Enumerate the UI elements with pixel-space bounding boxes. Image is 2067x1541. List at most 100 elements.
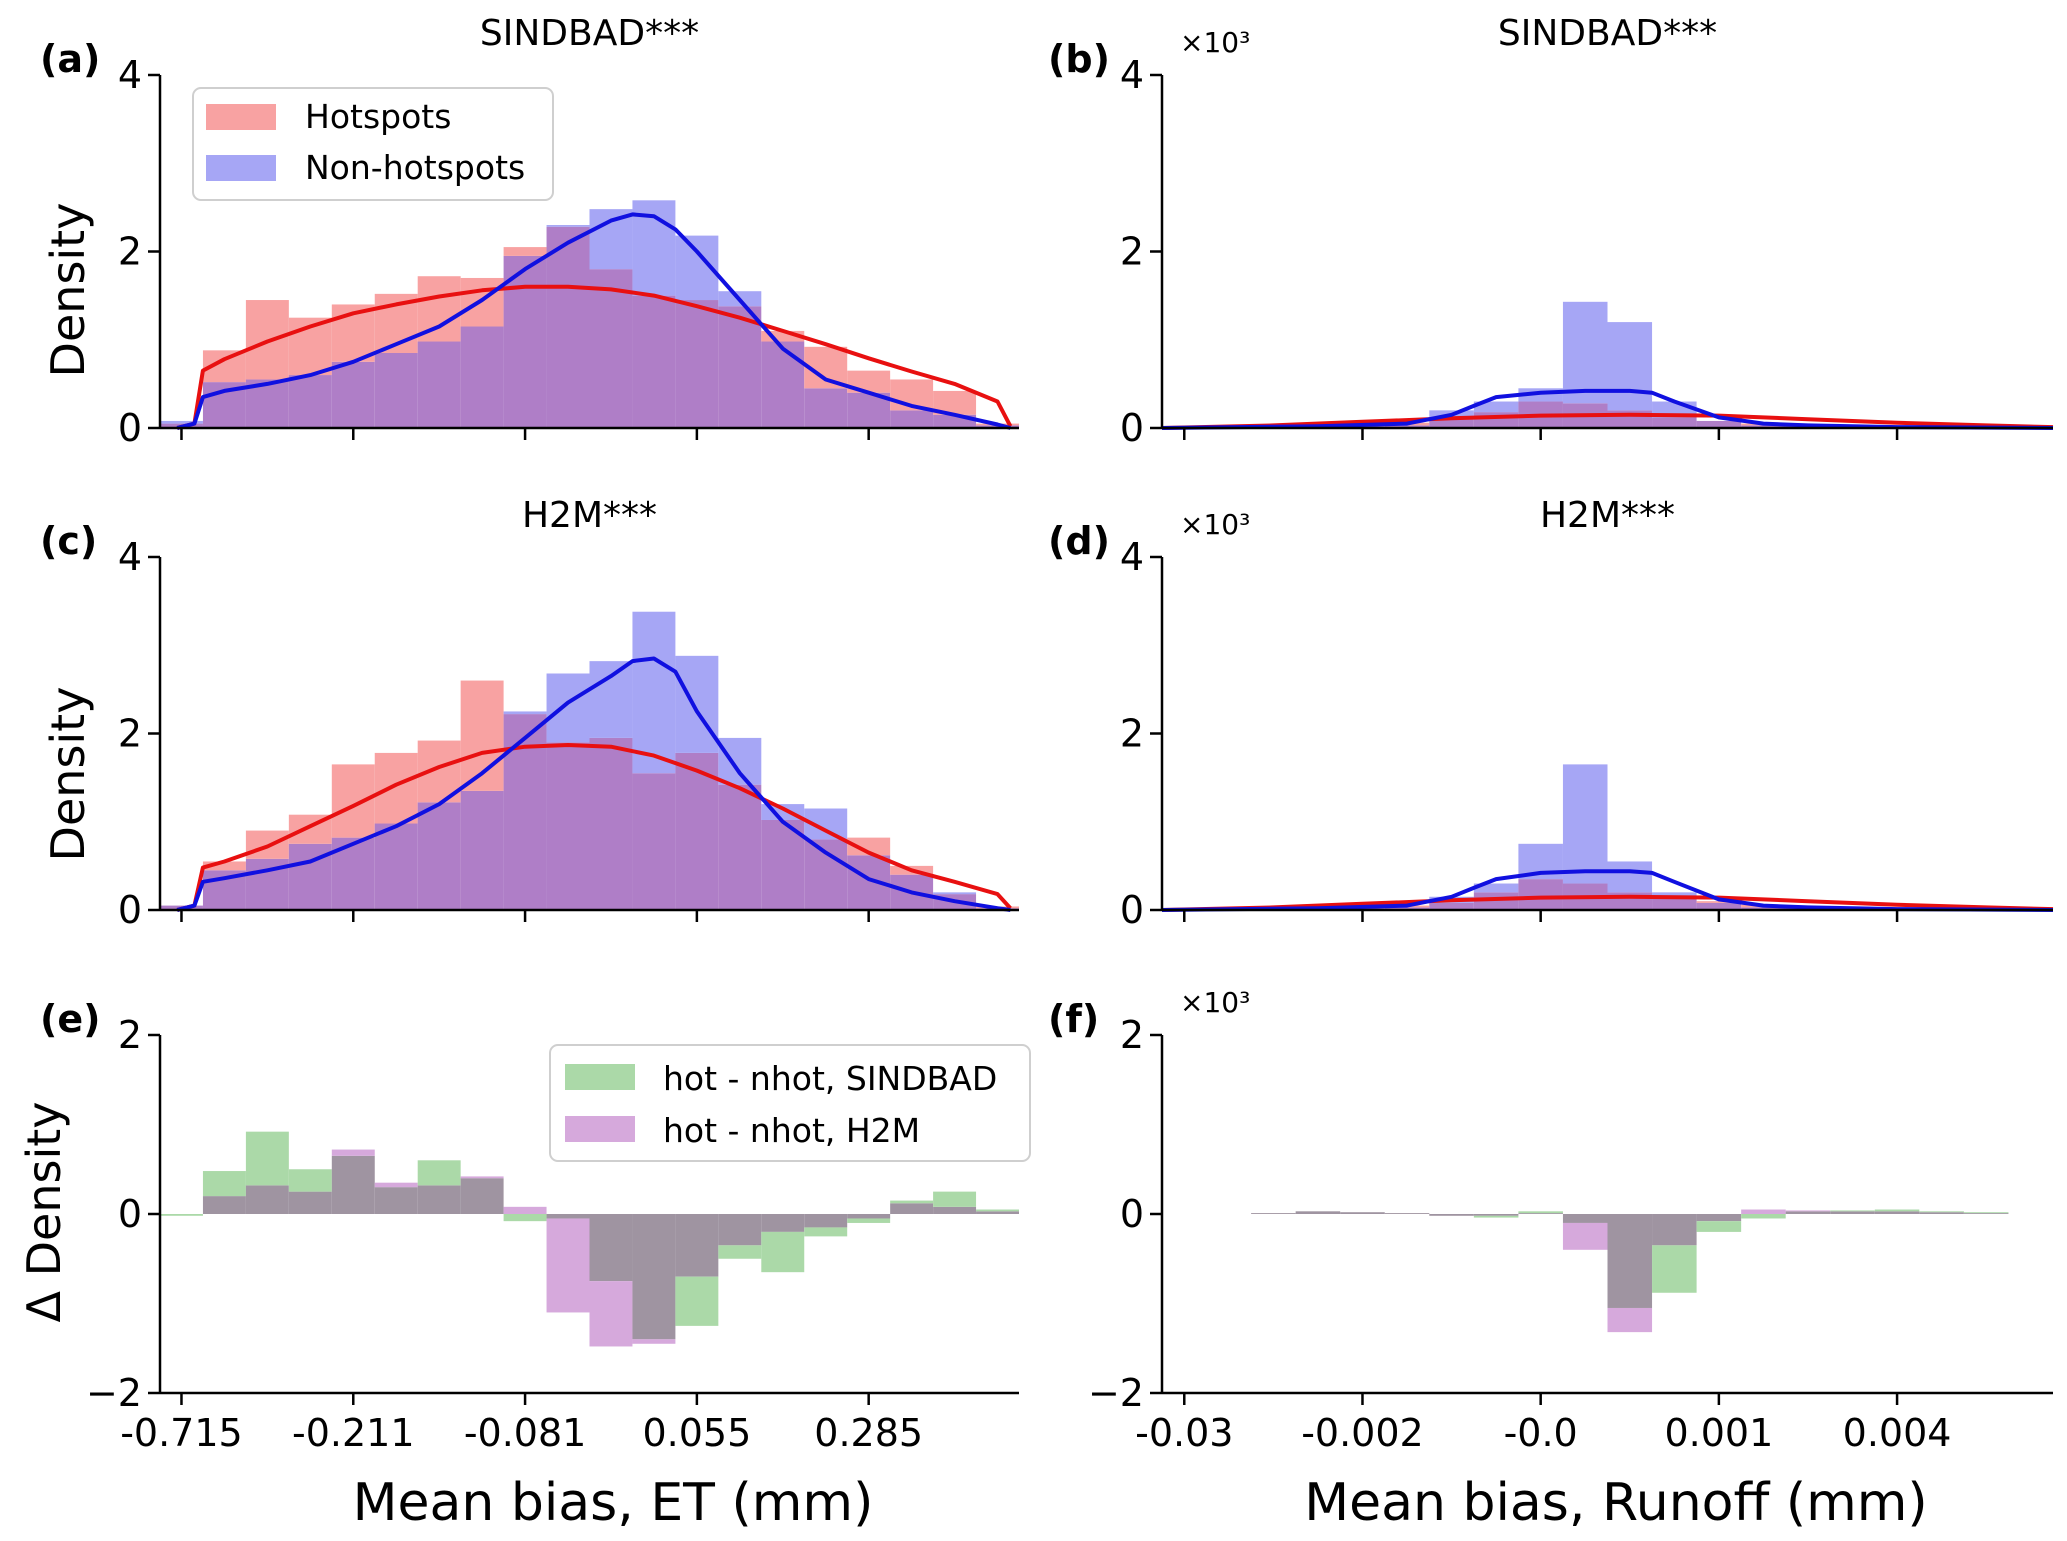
h2m-diff-bar xyxy=(331,1149,375,1156)
sindbad-diff-bar xyxy=(503,1214,547,1222)
overlap-bar xyxy=(589,269,633,428)
x-tick-label: -0.03 xyxy=(1135,1411,1233,1455)
nonhotspots-bar xyxy=(1473,401,1519,413)
sindbad-diff-bar xyxy=(288,1169,332,1192)
panel-title: SINDBAD*** xyxy=(480,13,699,54)
x-tick-label: -0.715 xyxy=(120,1411,243,1455)
nonhotspots-kde-line xyxy=(1161,388,2054,430)
y-tick-label: −2 xyxy=(1088,1371,1144,1415)
h2m-diff-bar xyxy=(632,1339,676,1344)
bars-b xyxy=(1162,301,2053,428)
ylabel-e: Δ Density xyxy=(17,1102,71,1323)
sindbad-diff-bar xyxy=(847,1218,891,1223)
panel-d: 0 2 4(d) H2M*** ×10³ xyxy=(1048,495,2054,932)
overlap-diff-bar xyxy=(1696,1214,1742,1222)
h2m-diff-bar xyxy=(1741,1209,1786,1214)
legend-swatch-hotspots xyxy=(206,104,276,130)
hotspots-bar xyxy=(1696,901,1742,903)
y-tick-label: 2 xyxy=(118,712,142,756)
x-tick-label: -0.0 xyxy=(1504,1411,1578,1455)
overlap-bar xyxy=(632,295,676,428)
sindbad-diff-bar xyxy=(1830,1210,1875,1212)
nonhotspots-bar xyxy=(503,711,547,715)
hotspots-kde-line xyxy=(176,743,1012,912)
overlap-bar xyxy=(331,361,375,428)
overlap-bar xyxy=(632,773,676,910)
h2m-diff-bar xyxy=(503,1206,547,1214)
panel-letter: (c) xyxy=(40,519,97,563)
sindbad-diff-bar xyxy=(1652,1245,1697,1293)
overlap-diff-bar xyxy=(933,1206,977,1214)
overlap-diff-bar xyxy=(890,1203,934,1214)
y-tick-label: 0 xyxy=(1120,888,1144,932)
sindbad-diff-bar xyxy=(1874,1209,1920,1212)
hotspots-bar xyxy=(331,764,375,838)
overlays: Density Density Δ Density Mean bias, ET … xyxy=(17,203,1928,1533)
hotspots-bar xyxy=(761,330,805,342)
nonhotspots-bar xyxy=(1473,883,1519,893)
axis-multiplier: ×10³ xyxy=(1180,26,1250,59)
hotspots-bar xyxy=(503,247,547,256)
sindbad-diff-bar xyxy=(417,1160,461,1186)
sindbad-diff-bar xyxy=(675,1276,719,1326)
overlap-bar xyxy=(1696,420,1742,428)
hotspots-kde-line xyxy=(1161,894,2054,912)
hotspots-bar xyxy=(202,861,246,871)
overlap-diff-bar xyxy=(1384,1213,1430,1214)
overlap-bar xyxy=(546,226,590,428)
panel-letter: (d) xyxy=(1048,519,1110,563)
panels: 024(a)SINDBAD***HotspotsNon-hotspots024(… xyxy=(40,13,2054,1455)
nonhotspots-bar xyxy=(632,611,676,774)
overlap-bar xyxy=(718,306,762,428)
overlap-bar xyxy=(976,425,1019,428)
sindbad-diff-bar xyxy=(718,1245,762,1259)
panel-letter: (a) xyxy=(40,37,100,81)
nonhotspots-bar xyxy=(675,655,719,753)
y-tick-label: 4 xyxy=(118,535,142,579)
overlap-diff-bar xyxy=(288,1191,332,1214)
sindbad-diff-bar xyxy=(761,1231,805,1273)
overlap-bar xyxy=(761,819,805,910)
sindbad-diff-bar xyxy=(976,1209,1019,1212)
sindbad-diff-bar xyxy=(1963,1212,2009,1214)
overlap-bar xyxy=(460,326,504,428)
panel-a: 0 2 4 (a) SINDBAD*** Hotspots Non-hotspots xyxy=(40,13,1019,450)
y-tick-label: 2 xyxy=(1120,1013,1144,1057)
nonhotspots-bar xyxy=(933,892,977,895)
overlap-diff-bar xyxy=(374,1187,418,1214)
sindbad-diff-bar xyxy=(1518,1211,1563,1214)
overlap-bar xyxy=(460,790,504,910)
nonhotspots-bar xyxy=(1562,764,1608,884)
legend-swatch-h2m xyxy=(565,1116,635,1142)
overlap-bar xyxy=(1741,907,1786,910)
panel-f: −2 0 2 -0.03 -0.002 -0.0 0.001 0.004 (f) ×10³ xyxy=(1048,986,2053,1455)
xlabel-runoff: Mean bias, Runoff (mm) xyxy=(1304,1473,1927,1533)
overlap-bar xyxy=(374,352,418,428)
sindbad-diff-bar xyxy=(890,1200,934,1204)
overlap-diff-bar xyxy=(761,1214,805,1232)
overlap-diff-bar xyxy=(1251,1213,1296,1214)
overlap-bar xyxy=(804,388,848,428)
y-tick-label: 2 xyxy=(118,1013,142,1057)
panel-b: 0 2 4(b) SINDBAD*** ×10³ xyxy=(1048,13,2054,450)
x-tick-label: -0.211 xyxy=(292,1411,415,1455)
hotspots-bar xyxy=(374,752,418,824)
overlap-diff-bar xyxy=(1785,1211,1831,1214)
xlabel-et: Mean bias, ET (mm) xyxy=(353,1473,874,1533)
nonhotspots-bar xyxy=(1607,861,1653,893)
panel-letter: (b) xyxy=(1048,37,1110,81)
overlap-diff-bar xyxy=(1830,1211,1875,1214)
y-tick-label: 2 xyxy=(1120,230,1144,274)
nonhotspots-bar xyxy=(160,420,203,424)
overlap-diff-bar xyxy=(589,1214,633,1282)
overlap-bar xyxy=(761,341,805,428)
axis-multiplier: ×10³ xyxy=(1180,986,1250,1019)
hotspots-bar xyxy=(847,837,891,856)
overlap-bar xyxy=(1652,417,1697,428)
sindbad-diff-bar xyxy=(933,1191,977,1207)
panel-title: SINDBAD*** xyxy=(1498,13,1717,54)
sindbad-diff-bar xyxy=(160,1214,203,1216)
overlap-diff-bar xyxy=(331,1155,375,1214)
x-tick-label: -0.002 xyxy=(1301,1411,1424,1455)
